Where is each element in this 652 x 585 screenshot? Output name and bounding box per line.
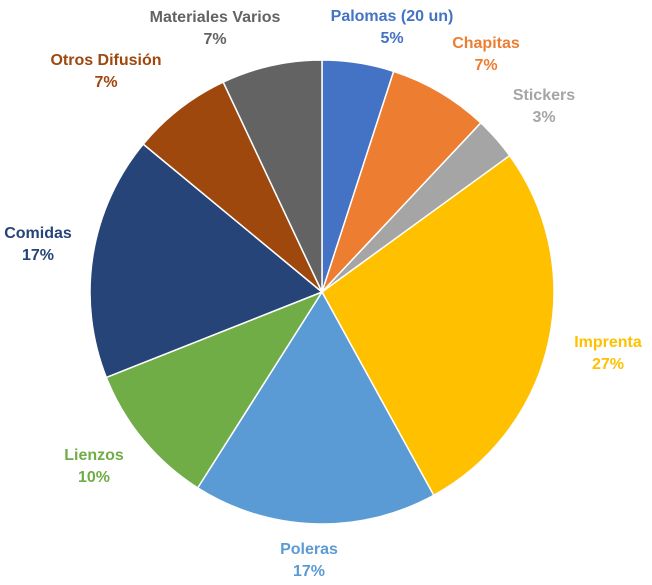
slice-label-chapitas: Chapitas <box>452 35 520 52</box>
slice-percent-otros-difusi-n: 7% <box>94 74 117 91</box>
slice-percent-lienzos: 10% <box>78 469 110 486</box>
slice-percent-chapitas: 7% <box>474 57 497 74</box>
slice-label-imprenta: Imprenta <box>574 334 642 351</box>
slice-percent-imprenta: 27% <box>592 356 624 373</box>
slice-label-otros-difusi-n: Otros Difusión <box>50 52 161 69</box>
pie-slice-chapitas <box>321 70 482 293</box>
slice-label-stickers: Stickers <box>513 87 575 104</box>
slice-percent-poleras: 17% <box>293 563 325 580</box>
pie-slices <box>89 59 555 525</box>
slice-label-poleras: Poleras <box>280 541 338 558</box>
slice-label-lienzos: Lienzos <box>64 447 124 464</box>
slice-label-palomas-20-un: Palomas (20 un) <box>331 8 454 25</box>
pie-slice-poleras <box>196 290 435 525</box>
pie-slice-imprenta <box>321 154 555 497</box>
pie-slice-lienzos <box>105 290 324 489</box>
slice-percent-stickers: 3% <box>532 109 555 126</box>
slice-percent-palomas-20-un: 5% <box>380 30 403 47</box>
pie-slice-otros-difusi-n <box>142 81 323 293</box>
slice-percent-comidas: 17% <box>22 247 54 264</box>
pie-slice-materiales-varios <box>222 59 323 293</box>
slice-percent-materiales-varios: 7% <box>203 31 226 48</box>
slice-label-materiales-varios: Materiales Varios <box>150 9 281 26</box>
pie-slice-comidas <box>89 143 324 379</box>
slice-label-comidas: Comidas <box>4 225 72 242</box>
slice-labels: Palomas (20 un) 5% Chapitas 7% Stickers 3% Imp… <box>4 8 642 580</box>
